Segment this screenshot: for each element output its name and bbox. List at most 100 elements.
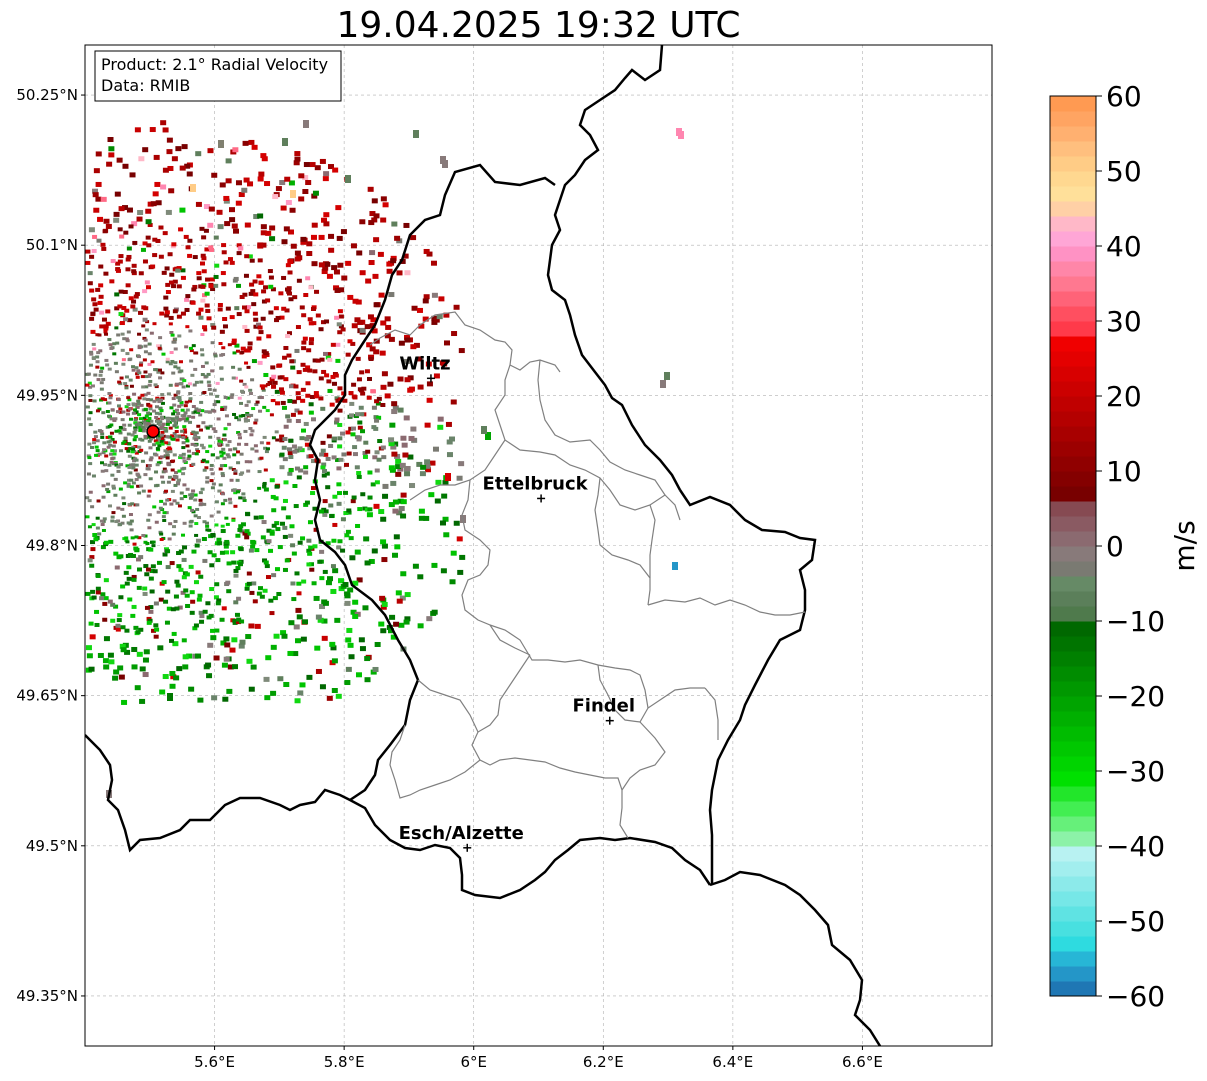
colorbar-swatch [1050,231,1096,247]
colorbar-tick-label: −30 [1106,755,1165,788]
colorbar-swatch [1050,741,1096,757]
x-tick-label: 5.8°E [324,1053,365,1071]
x-tick-label: 6.4°E [712,1053,753,1071]
colorbar-tick-label: −40 [1106,830,1165,863]
colorbar-swatch [1050,171,1096,187]
colorbar-swatch [1050,606,1096,622]
colorbar-swatch [1050,501,1096,517]
colorbar-swatch [1050,381,1096,397]
colorbar-unit-label: m/s [1168,520,1201,571]
colorbar-tick-label: 30 [1106,305,1142,338]
y-tick-label: 49.65°N [16,687,78,705]
colorbar-tick-label: −60 [1106,980,1165,1013]
colorbar-swatch [1050,96,1096,112]
colorbar-swatch [1050,711,1096,727]
y-axis-ticks: 50.25°N 50.1°N 49.95°N 49.8°N 49.65°N 49.5°N 4… [16,86,85,1005]
colorbar-swatch [1050,801,1096,817]
colorbar-swatch [1050,756,1096,772]
colorbar-swatch [1050,771,1096,787]
colorbar-swatch [1050,561,1096,577]
x-tick-label: 6.6°E [842,1053,883,1071]
canton-boundaries [369,311,806,839]
colorbar-swatch [1050,321,1096,337]
colorbar-swatch [1050,486,1096,502]
colorbar-swatch [1050,336,1096,352]
y-tick-label: 50.1°N [26,236,78,254]
y-tick-label: 49.35°N [16,987,78,1005]
colorbar-swatch [1050,291,1096,307]
radar-site-marker [146,424,160,439]
colorbar-swatch [1050,201,1096,217]
colorbar-swatch [1050,111,1096,127]
colorbar-swatch [1050,576,1096,592]
colorbar-tick-label: −20 [1106,680,1165,713]
colorbar-swatch [1050,876,1096,892]
colorbar-swatch [1050,156,1096,172]
y-tick-label: 49.8°N [26,537,78,555]
colorbar-swatch [1050,681,1096,697]
city-label: Wiltz [399,353,450,374]
border-germany-east [709,870,882,1046]
border-luxembourg-east [678,489,817,885]
colorbar-swatch [1050,276,1096,292]
page-title: 19.04.2025 19:32 UTC [336,5,741,46]
borders [85,45,882,1046]
colorbar-swatch [1050,531,1096,547]
colorbar-tick-label: 40 [1106,230,1142,263]
y-tick-label: 50.25°N [16,86,78,104]
colorbar-swatch [1050,621,1096,637]
colorbar-swatch [1050,396,1096,412]
colorbar-swatch [1050,816,1096,832]
radar-echoes [85,120,684,798]
gridlines [85,45,992,1046]
colorbar-swatch [1050,921,1096,937]
colorbar-tick-label: 50 [1106,155,1142,188]
colorbar-tick-label: 20 [1106,380,1142,413]
colorbar-swatch [1050,306,1096,322]
colorbar-swatch [1050,456,1096,472]
city-label: Findel [572,696,635,717]
x-tick-label: 6°E [460,1053,487,1071]
colorbar-swatch [1050,546,1096,562]
colorbar-swatch [1050,966,1096,982]
city-markers: Wiltz Ettelbruck Findel Esch/Alzette [399,353,635,852]
colorbar-swatch [1050,261,1096,277]
info-box: Product: 2.1° Radial Velocity Data: RMIB [94,50,342,102]
colorbar-tick-label: 10 [1106,455,1142,488]
colorbar-swatch [1050,726,1096,742]
colorbar-swatch [1050,216,1096,232]
colorbar-swatch [1050,246,1096,262]
colorbar-tick-label: 60 [1106,80,1142,113]
colorbar-swatch [1050,591,1096,607]
city-label: Esch/Alzette [399,823,524,844]
colorbar: 60 50 40 30 20 10 0 −10 −20 −30 −40 −50 −60 m/s [1049,80,1201,1013]
border-luxembourg-north-west [308,163,556,802]
colorbar-swatch [1050,891,1096,907]
x-tick-label: 6.2°E [583,1053,624,1071]
colorbar-swatch [1050,951,1096,967]
colorbar-tick-label: −50 [1106,905,1165,938]
city-wiltz: Wiltz [399,353,451,383]
colorbar-swatch [1050,906,1096,922]
colorbar-swatch [1050,666,1096,682]
colorbar-swatch [1050,936,1096,952]
colorbar-tick-label: −10 [1106,605,1165,638]
colorbar-swatch [1050,636,1096,652]
city-label: Ettelbruck [483,473,589,494]
colorbar-swatch [1050,696,1096,712]
colorbar-swatch [1050,981,1096,997]
colorbar-swatch [1050,846,1096,862]
colorbar-swatch [1050,186,1096,202]
colorbar-ticks: 60 50 40 30 20 10 0 −10 −20 −30 −40 −50 −60 [1096,80,1165,1013]
colorbar-swatch [1050,651,1096,667]
x-axis-ticks: 5.6°E 5.8°E 6°E 6.2°E 6.4°E 6.6°E [194,1046,883,1071]
x-tick-label: 5.6°E [194,1053,235,1071]
colorbar-swatch [1050,831,1096,847]
y-tick-label: 49.5°N [26,837,78,855]
colorbar-tick-label: 0 [1106,530,1124,563]
y-tick-label: 49.95°N [16,386,78,404]
colorbar-swatch [1050,366,1096,382]
border-france-south [85,734,712,900]
colorbar-swatch [1050,426,1096,442]
